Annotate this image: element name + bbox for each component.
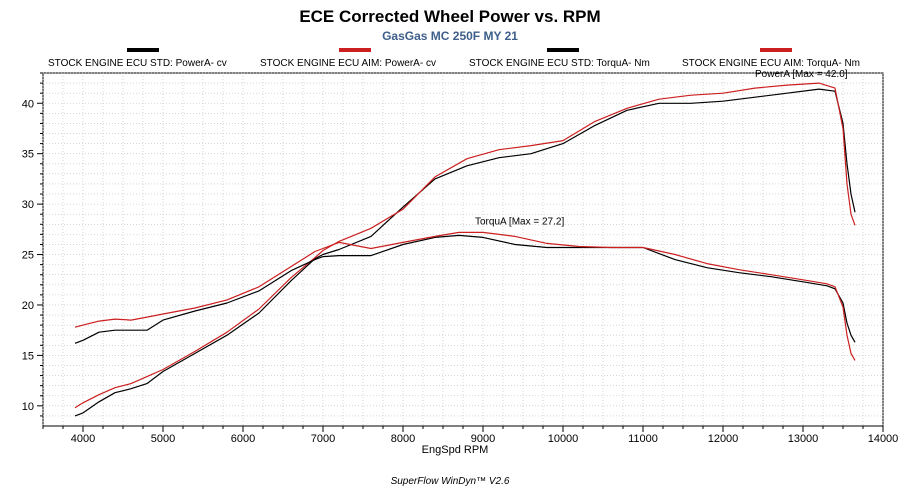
y-tick-label: 40 bbox=[22, 98, 34, 110]
legend: STOCK ENGINE ECU STD: PowerA- cv STOCK E… bbox=[48, 48, 860, 69]
torque-max-annotation: TorquA [Max = 27.2] bbox=[475, 216, 564, 227]
x-tick-label: 11000 bbox=[628, 433, 658, 445]
x-tick-label: 13000 bbox=[788, 433, 819, 445]
series-line-aim-torque bbox=[74, 231, 856, 361]
y-tick-label: 35 bbox=[22, 149, 34, 161]
legend-swatch-aim-torque bbox=[760, 48, 792, 52]
legend-label-std-power: STOCK ENGINE ECU STD: PowerA- cv bbox=[48, 58, 227, 69]
legend-label-std-torque: STOCK ENGINE ECU STD: TorquA- Nm bbox=[469, 58, 650, 69]
series-line-aim-power bbox=[74, 82, 856, 409]
x-axis-label: EngSpd RPM bbox=[422, 444, 489, 456]
legend-item-std-torque: STOCK ENGINE ECU STD: TorquA- Nm bbox=[469, 48, 650, 69]
y-tick-label: 25 bbox=[22, 250, 34, 262]
legend-label-aim-power: STOCK ENGINE ECU AIM: PowerA- cv bbox=[260, 58, 436, 69]
legend-swatch-aim-power bbox=[339, 48, 371, 52]
footer-credit: SuperFlow WinDyn™ V2.6 bbox=[391, 476, 510, 487]
x-tick-label: 12000 bbox=[708, 433, 739, 445]
x-axis: 4000 5000 6000 7000 8000 9000 10000 11000 12000 1… bbox=[42, 426, 899, 445]
series-line-std-power bbox=[74, 88, 856, 417]
y-tick-label: 20 bbox=[22, 300, 34, 312]
chart-title: ECE Corrected Wheel Power vs. RPM bbox=[299, 7, 600, 26]
legend-label-aim-torque: STOCK ENGINE ECU AIM: TorquA- Nm bbox=[682, 58, 860, 69]
x-tick-label: 8000 bbox=[391, 433, 415, 445]
legend-swatch-std-power bbox=[127, 48, 159, 52]
y-tick-label: 10 bbox=[22, 401, 34, 413]
chart-subtitle: GasGas MC 250F MY 21 bbox=[382, 29, 518, 43]
grid bbox=[42, 72, 884, 426]
x-tick-label: 9000 bbox=[471, 433, 495, 445]
x-tick-label: 7000 bbox=[311, 433, 335, 445]
series bbox=[74, 82, 856, 417]
series-line-std-torque bbox=[74, 234, 856, 344]
x-tick-label: 14000 bbox=[868, 433, 899, 445]
legend-item-std-power: STOCK ENGINE ECU STD: PowerA- cv bbox=[48, 48, 227, 69]
y-tick-label: 15 bbox=[22, 350, 34, 362]
x-tick-label: 5000 bbox=[151, 433, 175, 445]
legend-item-aim-torque: STOCK ENGINE ECU AIM: TorquA- Nm bbox=[682, 48, 860, 69]
y-tick-label: 30 bbox=[22, 199, 34, 211]
y-axis: 10 15 20 25 30 35 40 bbox=[22, 72, 43, 417]
x-tick-label: 6000 bbox=[231, 433, 255, 445]
x-tick-label: 10000 bbox=[548, 433, 579, 445]
legend-item-aim-power: STOCK ENGINE ECU AIM: PowerA- cv bbox=[260, 48, 436, 69]
x-tick-label: 4000 bbox=[71, 433, 95, 445]
legend-swatch-std-torque bbox=[547, 48, 579, 52]
power-max-annotation: PowerA [Max = 42.0] bbox=[755, 69, 848, 80]
